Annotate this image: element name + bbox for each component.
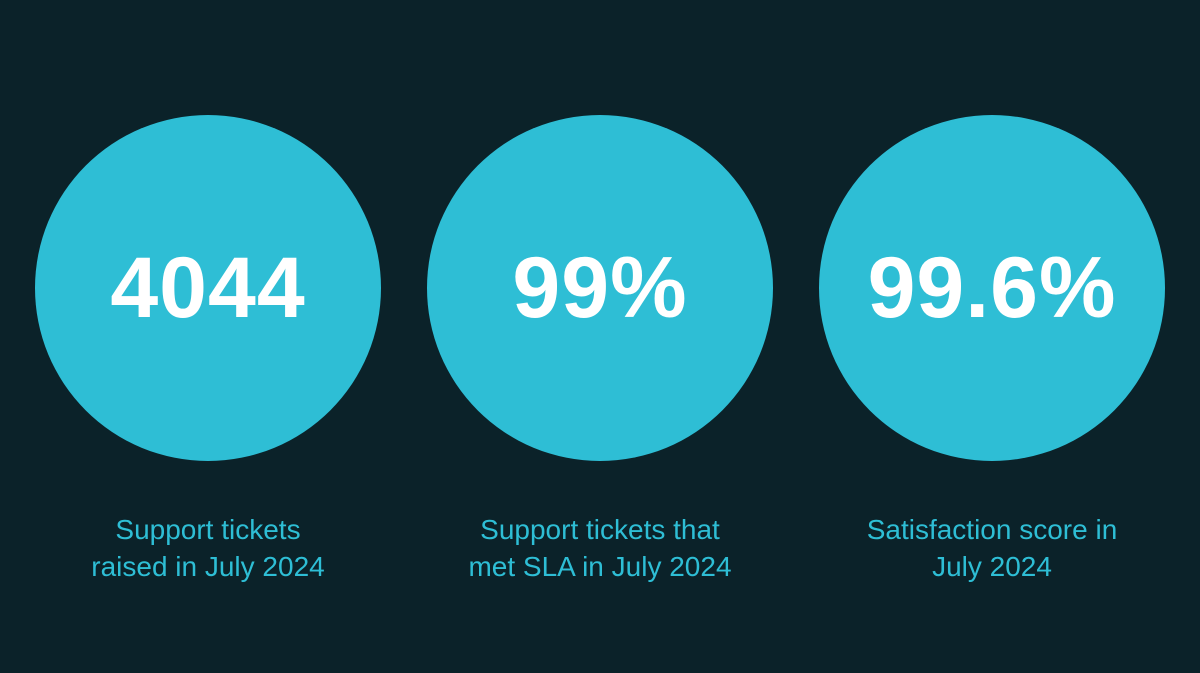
stat-tickets-raised: 4044 Support tickets raised in July 2024 (35, 115, 381, 585)
stat-circle: 99% (427, 115, 773, 461)
stat-caption: Support tickets that met SLA in July 202… (427, 511, 773, 585)
stat-caption-line: Satisfaction score in (866, 514, 1118, 545)
stat-caption: Support tickets raised in July 2024 (35, 511, 381, 585)
stat-value: 99% (512, 240, 688, 336)
stat-tickets-met-sla: 99% Support tickets that met SLA in July… (427, 115, 773, 585)
stat-satisfaction-score: 99.6% Satisfaction score in July 2024 (819, 115, 1165, 585)
stat-value: 99.6% (867, 240, 1117, 336)
stat-circle: 99.6% (819, 115, 1165, 461)
stat-caption-line: July 2024 (932, 551, 1052, 582)
stat-circle: 4044 (35, 115, 381, 461)
stat-caption: Satisfaction score in July 2024 (819, 511, 1165, 585)
stat-value: 4044 (110, 240, 306, 336)
stat-caption-line: raised in July 2024 (91, 551, 325, 582)
stat-caption-line: Support tickets that (480, 514, 720, 545)
stat-caption-line: met SLA in July 2024 (468, 551, 732, 582)
stat-caption-line: Support tickets (115, 514, 301, 545)
